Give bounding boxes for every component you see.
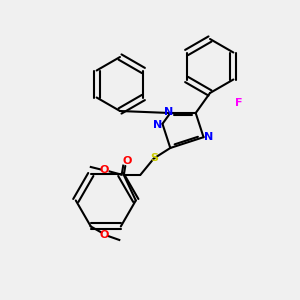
Text: O: O bbox=[100, 230, 109, 241]
Text: S: S bbox=[150, 154, 158, 164]
Text: N: N bbox=[164, 106, 173, 116]
Text: O: O bbox=[100, 165, 109, 175]
Text: N: N bbox=[153, 120, 162, 130]
Text: N: N bbox=[204, 132, 214, 142]
Text: F: F bbox=[235, 98, 242, 109]
Text: O: O bbox=[122, 157, 131, 166]
